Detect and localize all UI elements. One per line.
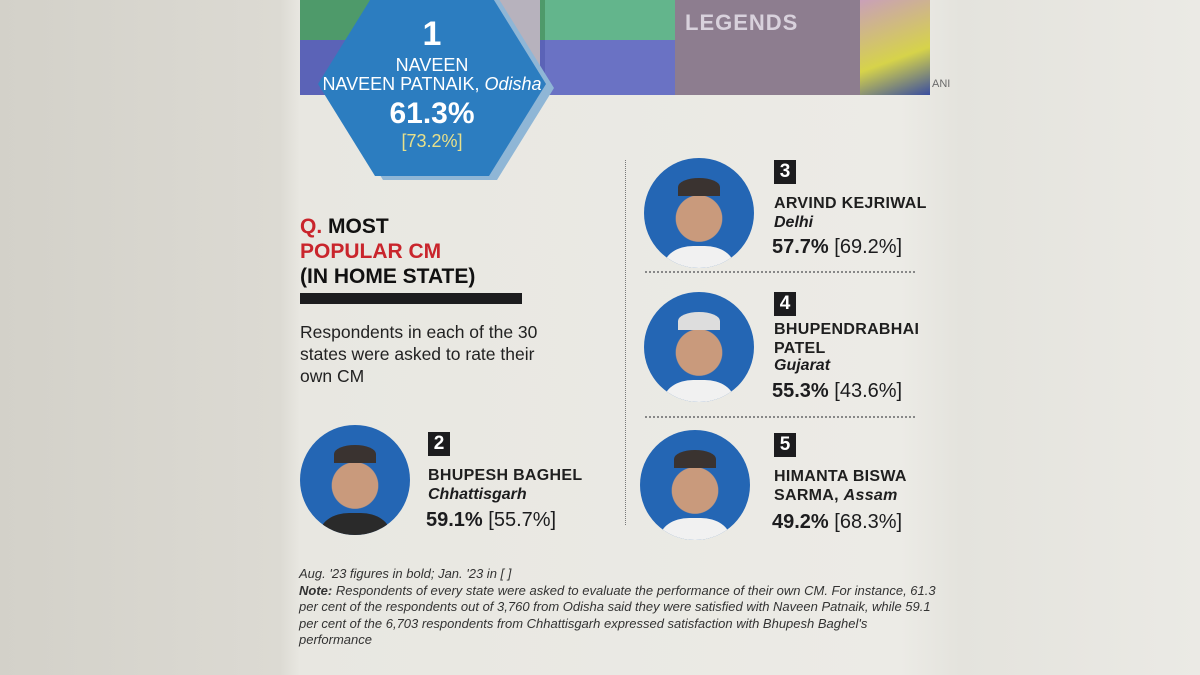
cm-percent: 49.2% [68.3%] [772, 511, 903, 533]
description: Respondents in each of the 30 states wer… [300, 322, 538, 386]
cm-photo-kejriwal [644, 158, 754, 268]
cm-state: Delhi [774, 214, 814, 231]
heading-underline [300, 293, 522, 304]
cm-state: Chhattisgarh [428, 486, 527, 503]
cm-percent: 57.7% [69.2%] [772, 236, 903, 258]
cm-name: ARVIND KEJRIWAL [774, 195, 927, 212]
vertical-divider [625, 160, 626, 525]
cm-photo-baghel [300, 425, 410, 535]
cm-name: NAVEEN NAVEEN PATNAIK, Odisha [322, 55, 542, 94]
cm-state: Assam [843, 487, 898, 504]
jan-percent: [73.2%] [401, 131, 463, 151]
cm-percent: 55.3% [43.6%] [772, 380, 903, 402]
rank-badge: 5 [774, 433, 796, 457]
cm-name: BHUPENDRABHAI PATEL [774, 321, 920, 357]
top-photo: LEGENDS [300, 0, 930, 95]
divider [645, 271, 915, 273]
photo-credit: ANI [932, 78, 951, 90]
banner-text: LEGENDS [685, 10, 799, 35]
cm-photo-sarma [640, 430, 750, 540]
cm-state: Odisha [484, 74, 542, 94]
cm-state: Gujarat [774, 357, 831, 374]
aug-percent: 61.3% [389, 97, 475, 130]
cm-name: HIMANTA BISWA SARMA, Assam [774, 468, 907, 504]
rank-1-card: 1 NAVEEN NAVEEN PATNAIK, Odisha 61.3% [73… [318, 0, 546, 176]
question-heading: Q. MOST POPULAR CM (IN HOME STATE) [300, 215, 476, 288]
cm-percent: 59.1% [55.7%] [426, 509, 557, 531]
cm-photo-patel [644, 292, 754, 402]
footnote: Aug. '23 figures in bold; Jan. '23 in [ … [299, 566, 939, 649]
footnote-legend: Aug. '23 figures in bold; Jan. '23 in [ … [299, 566, 512, 581]
rank-badge: 4 [774, 292, 796, 316]
divider [645, 416, 915, 418]
rank-badge: 2 [428, 432, 450, 456]
cm-name: BHUPESH BAGHEL [428, 467, 583, 484]
rank-badge: 3 [774, 160, 796, 184]
footnote-note: Note: Respondents of every state were as… [299, 582, 936, 648]
rank-number: 1 [422, 15, 442, 53]
